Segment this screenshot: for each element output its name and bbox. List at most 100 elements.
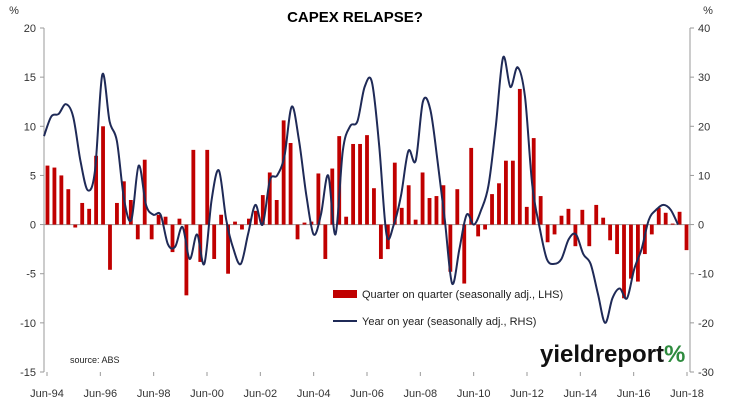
bar bbox=[351, 143, 356, 225]
bar bbox=[635, 224, 640, 282]
bar bbox=[545, 224, 550, 243]
bar bbox=[490, 194, 494, 225]
bar bbox=[260, 195, 265, 225]
left-tick-label: 5 bbox=[30, 170, 36, 182]
bar bbox=[253, 210, 258, 225]
bar bbox=[66, 189, 71, 225]
bar bbox=[649, 224, 654, 235]
bar bbox=[323, 224, 328, 259]
bar bbox=[531, 138, 536, 225]
bar bbox=[226, 224, 230, 274]
right-tick-label: 20 bbox=[698, 121, 710, 133]
right-axis-ticks: 40 30 20 10 0 -10 -20 -30 bbox=[690, 23, 714, 379]
bar bbox=[462, 224, 467, 284]
x-tick-label: Jun-96 bbox=[84, 388, 118, 400]
bar bbox=[601, 217, 606, 225]
left-tick-label: -15 bbox=[20, 367, 36, 379]
bar bbox=[295, 224, 300, 240]
right-tick-label: -10 bbox=[698, 269, 714, 281]
svg-text:yieldreport%: yieldreport% bbox=[540, 341, 685, 368]
bar bbox=[434, 196, 439, 225]
bar bbox=[205, 149, 210, 225]
right-axis-unit: % bbox=[703, 5, 713, 17]
bar bbox=[135, 224, 140, 240]
bar bbox=[615, 224, 619, 255]
bar bbox=[504, 160, 508, 225]
bar bbox=[559, 215, 564, 225]
left-tick-label: 20 bbox=[24, 23, 36, 35]
logo-percent: % bbox=[664, 341, 685, 368]
bar bbox=[337, 136, 342, 225]
bar bbox=[469, 147, 474, 225]
bar bbox=[191, 149, 196, 225]
bar bbox=[406, 185, 411, 225]
x-tick-label: Jun-00 bbox=[190, 388, 224, 400]
yieldreport-logo: yieldreport% bbox=[540, 341, 685, 368]
bar bbox=[663, 212, 668, 225]
bar bbox=[128, 200, 133, 225]
bar bbox=[358, 143, 362, 225]
bar bbox=[455, 189, 460, 225]
bar bbox=[219, 214, 224, 225]
right-tick-label: 40 bbox=[698, 23, 710, 35]
legend-line-label: Year on year (seasonally adj., RHS) bbox=[362, 316, 536, 328]
left-tick-label: -5 bbox=[26, 269, 36, 281]
bar bbox=[378, 224, 383, 259]
bar bbox=[212, 224, 217, 259]
bar bbox=[288, 142, 293, 225]
bar bbox=[510, 160, 515, 225]
bar bbox=[483, 224, 487, 230]
bar bbox=[156, 214, 161, 225]
bar bbox=[427, 198, 432, 225]
bar bbox=[247, 218, 251, 225]
bar bbox=[87, 208, 92, 225]
bar bbox=[448, 224, 453, 272]
bar bbox=[59, 175, 64, 225]
bar bbox=[163, 216, 168, 225]
bar bbox=[608, 224, 613, 241]
bar bbox=[587, 224, 592, 247]
legend: Quarter on quarter (seasonally adj., LHS… bbox=[333, 289, 563, 328]
x-axis-ticks: Jun-94 Jun-96 Jun-98 Jun-00 Jun-02 Jun-04 Jun-… bbox=[30, 372, 704, 400]
x-tick-label: Jun-04 bbox=[297, 388, 331, 400]
chart-title: CAPEX RELAPSE? bbox=[287, 9, 423, 26]
x-tick-label: Jun-94 bbox=[30, 388, 64, 400]
bar bbox=[392, 162, 397, 225]
bar bbox=[677, 211, 682, 225]
right-tick-label: -30 bbox=[698, 367, 714, 379]
left-tick-label: 10 bbox=[24, 121, 36, 133]
bar bbox=[267, 172, 272, 225]
bar bbox=[101, 126, 105, 225]
yoy-line bbox=[43, 55, 679, 324]
bar bbox=[149, 224, 154, 240]
x-tick-label: Jun-10 bbox=[457, 388, 491, 400]
bar bbox=[184, 224, 189, 296]
left-tick-label: 0 bbox=[30, 220, 36, 232]
right-tick-label: 10 bbox=[698, 170, 710, 182]
bar-series bbox=[45, 88, 689, 299]
bar bbox=[233, 221, 237, 225]
left-tick-label: 15 bbox=[24, 72, 36, 84]
bar bbox=[656, 207, 661, 225]
bar bbox=[524, 206, 529, 225]
logo-main-text: yieldreport bbox=[540, 341, 664, 368]
bar bbox=[399, 207, 404, 225]
bar bbox=[594, 204, 599, 225]
legend-bar-swatch bbox=[333, 290, 357, 298]
bar bbox=[622, 224, 626, 299]
bar bbox=[670, 223, 675, 225]
bar bbox=[372, 188, 376, 225]
bar bbox=[538, 196, 543, 225]
bar bbox=[365, 135, 369, 225]
line-series bbox=[43, 55, 679, 324]
bar bbox=[170, 224, 175, 253]
bar bbox=[420, 172, 425, 225]
bar bbox=[316, 173, 321, 225]
x-tick-label: Jun-18 bbox=[670, 388, 704, 400]
bar bbox=[552, 224, 557, 235]
bar bbox=[281, 120, 286, 225]
bar bbox=[684, 224, 689, 251]
left-tick-label: -10 bbox=[20, 318, 36, 330]
x-tick-label: Jun-08 bbox=[404, 388, 438, 400]
